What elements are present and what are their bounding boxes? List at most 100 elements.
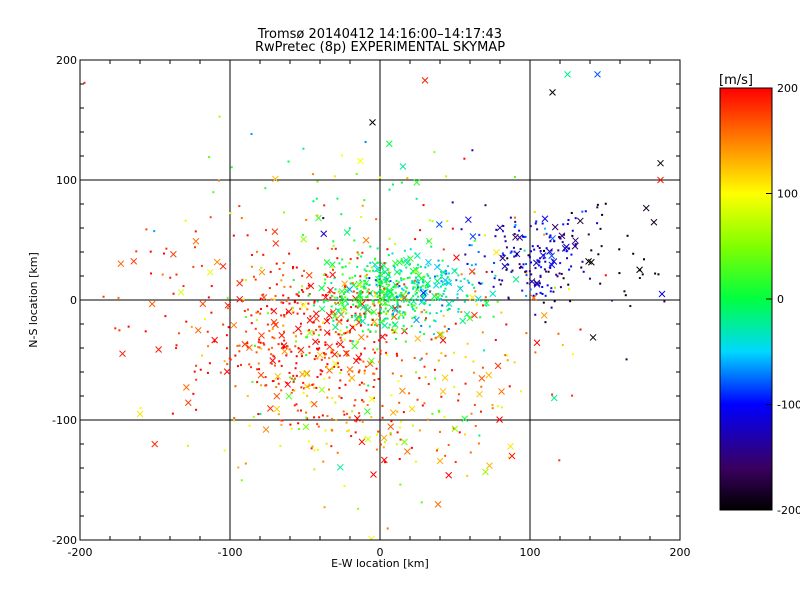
data-point-dot bbox=[528, 256, 531, 259]
data-point-dot bbox=[477, 250, 480, 253]
data-point-dot bbox=[440, 270, 443, 273]
data-point-cross bbox=[359, 317, 367, 325]
data-point-dot bbox=[440, 310, 443, 313]
data-point-dot bbox=[193, 246, 196, 249]
data-point-dot bbox=[540, 266, 543, 269]
data-point-dot bbox=[316, 214, 319, 217]
data-point-dot bbox=[398, 281, 401, 284]
data-point-cross bbox=[194, 326, 202, 334]
data-point-dot bbox=[319, 325, 322, 328]
data-point-cross bbox=[219, 262, 227, 270]
data-point-dot bbox=[250, 253, 253, 256]
data-point-cross bbox=[117, 260, 125, 268]
data-point-dot bbox=[524, 235, 527, 238]
data-point-dot bbox=[411, 281, 414, 284]
data-point-dot bbox=[307, 440, 310, 443]
data-point-dot bbox=[370, 323, 373, 326]
data-point-dot bbox=[348, 429, 351, 432]
colorbar-tick-label: 200 bbox=[777, 82, 798, 95]
data-point-dot bbox=[393, 331, 396, 334]
data-point-dot bbox=[256, 381, 259, 384]
data-point-dot bbox=[317, 425, 320, 428]
data-point-dot bbox=[226, 307, 229, 310]
data-point-cross bbox=[433, 277, 441, 285]
data-point-cross bbox=[313, 315, 320, 323]
data-point-dot bbox=[397, 317, 400, 320]
data-point-dot bbox=[464, 253, 467, 256]
data-point-dot bbox=[393, 283, 396, 286]
data-point-dot bbox=[356, 251, 359, 254]
data-point-cross bbox=[312, 310, 320, 318]
data-point-dot bbox=[102, 295, 105, 298]
data-point-dot bbox=[326, 396, 329, 399]
data-point-dot bbox=[544, 321, 547, 324]
data-point-dot bbox=[460, 273, 463, 276]
data-point-dot bbox=[422, 294, 425, 297]
data-point-dot bbox=[316, 180, 319, 183]
data-point-dot bbox=[279, 419, 282, 422]
data-point-dot bbox=[440, 274, 443, 277]
data-point-dot bbox=[333, 175, 336, 178]
data-point-dot bbox=[385, 281, 388, 284]
data-point-dot bbox=[236, 344, 239, 347]
data-point-dot bbox=[309, 401, 312, 404]
data-point-dot bbox=[348, 330, 351, 333]
data-point-dot bbox=[385, 293, 388, 296]
data-point-dot bbox=[402, 261, 405, 264]
data-point-dot bbox=[372, 385, 375, 388]
data-point-dot bbox=[571, 229, 574, 232]
data-point-dot bbox=[463, 277, 466, 280]
data-point-cross bbox=[273, 405, 281, 413]
data-point-dot bbox=[353, 404, 356, 407]
data-point-dot bbox=[260, 266, 263, 269]
data-point-dot bbox=[314, 355, 317, 358]
data-point-dot bbox=[447, 327, 450, 330]
data-point-dot bbox=[253, 344, 256, 347]
data-point-dot bbox=[416, 283, 419, 286]
data-point-dot bbox=[396, 431, 399, 434]
data-point-dot bbox=[556, 275, 559, 278]
data-point-dot bbox=[340, 313, 343, 316]
data-point-dot bbox=[457, 399, 460, 402]
data-point-dot bbox=[440, 294, 443, 297]
data-point-dot bbox=[255, 311, 258, 314]
data-point-dot bbox=[412, 286, 415, 289]
data-point-dot bbox=[317, 348, 320, 351]
data-point-cross bbox=[392, 307, 399, 314]
data-point-dot bbox=[326, 299, 329, 302]
data-point-dot bbox=[445, 272, 448, 275]
data-point-dot bbox=[175, 344, 178, 347]
data-point-cross bbox=[184, 399, 192, 407]
data-point-dot bbox=[162, 252, 165, 255]
data-point-dot bbox=[421, 295, 424, 298]
data-point-dot bbox=[440, 395, 443, 398]
data-point-dot bbox=[457, 274, 460, 277]
data-point-dot bbox=[295, 266, 298, 269]
data-point-dot bbox=[282, 301, 285, 304]
data-point-dot bbox=[250, 322, 253, 325]
data-point-dot bbox=[491, 270, 494, 273]
data-point-dot bbox=[558, 235, 561, 238]
data-point-dot bbox=[532, 294, 535, 297]
data-point-dot bbox=[368, 277, 371, 280]
data-point-cross bbox=[418, 298, 426, 306]
data-point-dot bbox=[481, 304, 484, 307]
data-point-dot bbox=[378, 302, 381, 305]
data-point-dot bbox=[386, 310, 389, 313]
data-point-dot bbox=[562, 277, 565, 280]
data-point-dot bbox=[345, 354, 348, 357]
data-point-dot bbox=[334, 301, 337, 304]
data-point-dot bbox=[223, 449, 226, 452]
data-point-dot bbox=[310, 447, 313, 450]
data-point-dot bbox=[228, 357, 231, 360]
data-point-dot bbox=[372, 348, 375, 351]
data-point-dot bbox=[408, 392, 411, 395]
data-point-dot bbox=[322, 321, 325, 324]
data-point-dot bbox=[590, 249, 593, 252]
data-point-cross bbox=[336, 341, 344, 348]
data-point-dot bbox=[424, 266, 427, 269]
data-point-dot bbox=[535, 292, 538, 295]
data-point-dot bbox=[356, 257, 359, 260]
data-point-dot bbox=[335, 342, 338, 345]
data-point-dot bbox=[444, 283, 447, 286]
